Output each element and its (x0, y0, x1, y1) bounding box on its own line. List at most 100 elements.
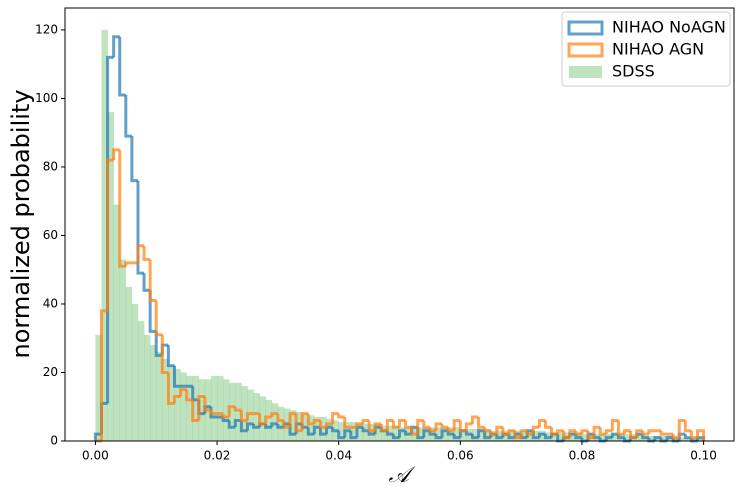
hist-step (391, 434, 400, 440)
hist-step (270, 412, 278, 418)
hist-bar (296, 411, 303, 441)
hist-bar (223, 379, 230, 441)
hist-step (318, 427, 327, 436)
hist-step (404, 430, 412, 436)
hist-step (185, 389, 193, 402)
hist-step (288, 412, 297, 428)
hist-step (154, 300, 163, 337)
hist-bar (229, 382, 236, 441)
hist-step (550, 427, 558, 436)
hist-step (629, 430, 637, 440)
hist-step (458, 420, 467, 433)
hist-step (440, 423, 449, 429)
hist-bar (661, 435, 668, 441)
hist-step (191, 399, 199, 422)
hist-step (112, 148, 120, 161)
hist-step (428, 427, 436, 433)
hist-step (616, 420, 625, 436)
hist-step (197, 394, 205, 421)
hist-step (367, 420, 376, 433)
hist-bar (393, 425, 400, 441)
hist-step (677, 418, 686, 438)
legend-swatch (569, 66, 602, 78)
hist-bar (673, 437, 680, 441)
hist-step (470, 434, 479, 440)
hist-step (440, 429, 449, 438)
hist-step (507, 429, 516, 435)
legend-swatch (567, 20, 604, 36)
hist-step (689, 430, 698, 440)
hist-bar (119, 259, 127, 441)
hist-step (580, 429, 589, 435)
hist-bar (235, 382, 242, 441)
hist-step (233, 418, 242, 428)
hist-bar (685, 437, 692, 441)
hist-step (300, 412, 309, 431)
x-tick-label: 0.06 (447, 449, 474, 463)
hist-bar (290, 410, 297, 441)
x-tick-label: 0.00 (82, 449, 109, 463)
hist-bar (131, 303, 139, 441)
y-tick-label: 20 (43, 365, 58, 379)
legend-swatch (567, 42, 604, 58)
hist-step (245, 422, 254, 431)
plot-frame (64, 7, 735, 442)
hist-step (355, 422, 364, 428)
hist-step (495, 425, 503, 435)
hist-bar (648, 435, 656, 441)
hist-step (252, 423, 260, 429)
hist-bar (381, 425, 388, 441)
x-axis-label: 𝒜 (389, 463, 416, 488)
hist-step (416, 418, 424, 435)
hist-step (507, 434, 516, 440)
hist-step (568, 429, 576, 438)
hist-step (446, 427, 455, 433)
hist-bar (125, 286, 133, 441)
hist-step (209, 410, 218, 416)
x-tick-label: 0.04 (325, 449, 352, 463)
hist-bar (423, 427, 431, 441)
hist-step (276, 413, 284, 422)
hist-step (118, 149, 126, 268)
hist-step (525, 430, 534, 436)
hist-bar (454, 427, 461, 441)
legend-label: NIHAO AGN (612, 40, 704, 59)
hist-step (379, 423, 388, 433)
hist-step (574, 430, 582, 436)
hist-step (404, 420, 412, 429)
hist-bar (369, 423, 376, 441)
hist-step (671, 434, 680, 440)
hist-bar (363, 423, 370, 441)
hist-bar (496, 430, 504, 441)
hist-step (227, 420, 236, 429)
hist-step (659, 430, 668, 436)
hist-bar (478, 429, 485, 441)
hist-bar (697, 437, 704, 441)
y-tick-label: 0 (50, 434, 58, 448)
hist-step (623, 429, 631, 435)
hist-step (683, 420, 692, 433)
hist-bar (442, 427, 449, 441)
hist-bar (156, 351, 163, 441)
hist-step (312, 425, 321, 435)
hist-step (118, 36, 126, 97)
hist-step (136, 180, 145, 275)
hist-bar (174, 369, 181, 441)
hist-step (665, 436, 674, 441)
hist-step (282, 420, 291, 429)
legend-label: NIHAO NoAGN (612, 18, 726, 37)
hist-step (142, 273, 151, 292)
hist-step (556, 429, 564, 435)
hist-step (543, 434, 552, 440)
hist-bar (521, 430, 528, 441)
hist-bar (101, 29, 108, 442)
hist-bar (581, 434, 589, 441)
hist-bar (137, 321, 145, 441)
hist-step (331, 412, 339, 424)
hist-step (610, 418, 619, 431)
hist-bar (144, 334, 151, 441)
hist-step (276, 423, 284, 429)
hist-step (391, 420, 400, 429)
hist-step (373, 422, 382, 431)
